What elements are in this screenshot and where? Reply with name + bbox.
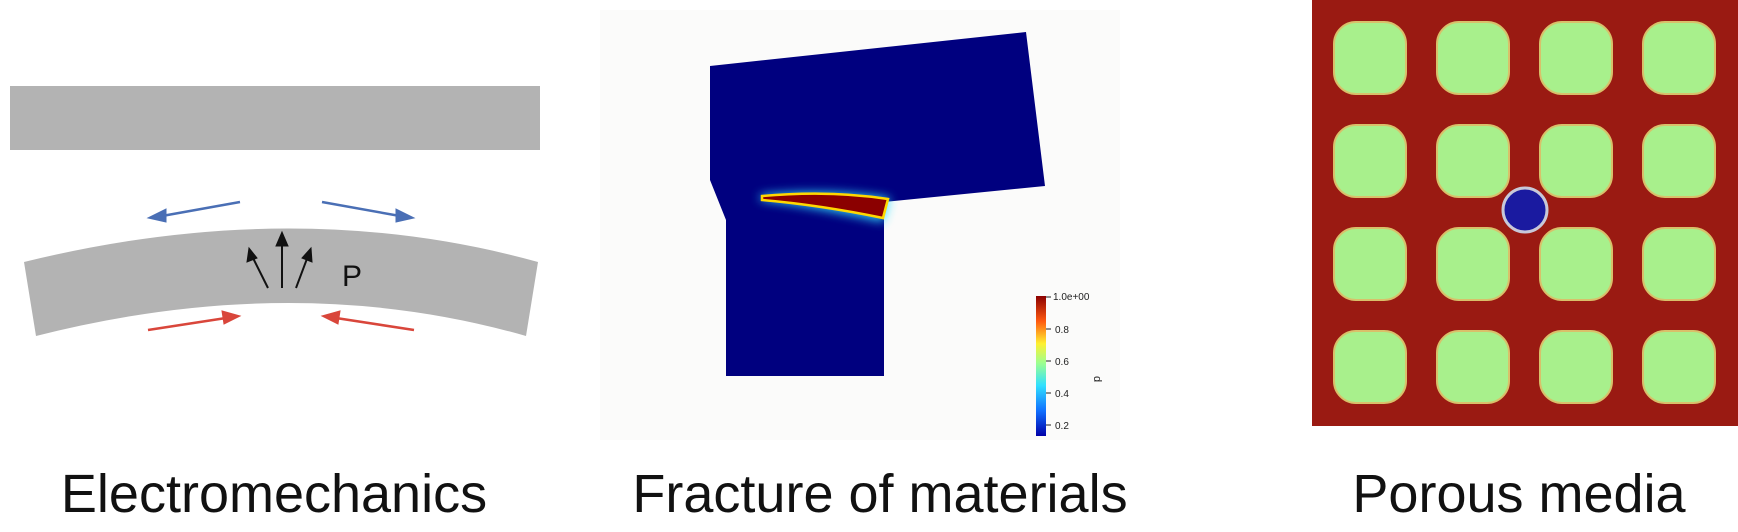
pressure-arrows xyxy=(246,230,313,289)
pore xyxy=(1436,330,1510,404)
tension-arrow-left xyxy=(146,200,241,223)
compression-arrow-left xyxy=(147,310,242,332)
pressure-label: P xyxy=(342,260,362,293)
caption-fracture: Fracture of materials xyxy=(632,464,1128,524)
colorbar-tick-label: 0.6 xyxy=(1055,357,1069,368)
fracture-simulation: 1.0e+00 0.8 0.6 0.4 0.2 d xyxy=(600,10,1120,440)
colorbar-tick-label: 0.2 xyxy=(1055,421,1069,432)
pore xyxy=(1436,21,1510,95)
colorbar-tick-label: 0.8 xyxy=(1055,325,1069,336)
caption-porous-media: Porous media xyxy=(1352,464,1686,524)
pore xyxy=(1333,330,1407,404)
fracture-panel: 1.0e+00 0.8 0.6 0.4 0.2 d xyxy=(600,0,1120,440)
pore xyxy=(1539,21,1613,95)
electromechanics-panel: P xyxy=(0,0,560,420)
pore xyxy=(1539,227,1613,301)
porous-panel xyxy=(1312,0,1738,426)
pore xyxy=(1333,124,1407,198)
compression-arrow-right xyxy=(320,310,415,332)
colorbar-variable-label: d xyxy=(1091,376,1103,382)
undeformed-beam xyxy=(10,86,540,150)
colorbar-max-label: 1.0e+00 xyxy=(1053,292,1090,303)
colorbar xyxy=(1036,296,1046,436)
electromechanics-diagram: P xyxy=(10,86,540,336)
pore xyxy=(1642,227,1716,301)
pore xyxy=(1333,227,1407,301)
pore xyxy=(1436,227,1510,301)
porous-media-grid xyxy=(1312,0,1738,426)
caption-electromechanics: Electromechanics xyxy=(60,464,488,524)
colorbar-ticks: 1.0e+00 0.8 0.6 0.4 0.2 xyxy=(1046,292,1090,432)
pore xyxy=(1539,330,1613,404)
pore xyxy=(1642,124,1716,198)
colorbar-tick-label: 0.4 xyxy=(1055,389,1069,400)
pore xyxy=(1333,21,1407,95)
crack xyxy=(760,192,890,220)
pore xyxy=(1436,124,1510,198)
pore xyxy=(1642,330,1716,404)
pore xyxy=(1642,21,1716,95)
particle xyxy=(1501,186,1549,234)
tension-arrow-right xyxy=(321,200,416,223)
pore xyxy=(1539,124,1613,198)
